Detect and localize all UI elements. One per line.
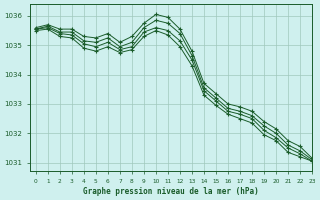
X-axis label: Graphe pression niveau de la mer (hPa): Graphe pression niveau de la mer (hPa) (83, 187, 259, 196)
